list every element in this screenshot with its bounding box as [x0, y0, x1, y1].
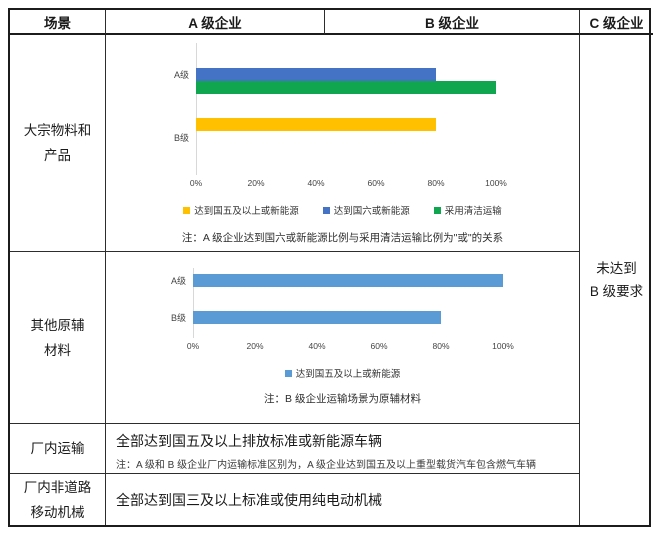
- bar-group: [193, 311, 503, 324]
- row-label-line: 材料: [44, 342, 71, 358]
- legend-swatch-icon: [322, 206, 330, 214]
- c-level-result-line: B 级要求: [589, 284, 644, 299]
- category-band: A级: [106, 55, 496, 94]
- header-a-level: A 级企业: [106, 10, 325, 35]
- category-label: B级: [170, 313, 186, 323]
- category-label: A级: [170, 276, 186, 286]
- legend-item: 采用清洁运输: [433, 203, 502, 217]
- header-b-level: B 级企业: [325, 10, 580, 35]
- cell-c-level-result: 未达到 B 级要求: [580, 35, 653, 525]
- c-level-result-text: 未达到 B 级要求: [590, 257, 643, 303]
- x-tick: 60%: [367, 178, 385, 188]
- enterprise-grade-table: 场景 A 级企业 B 级企业 C 级企业 大宗物料和 产品 A级 B级 0% 20% 4…: [8, 8, 653, 527]
- row-label-other-materials: 其他原辅 材料: [10, 252, 106, 424]
- value-axis-line: [193, 268, 194, 338]
- bar-slot-empty: [196, 144, 496, 157]
- legend-label: 采用清洁运输: [444, 206, 502, 217]
- x-axis: 0% 20% 40% 60% 80% 100%: [187, 341, 514, 354]
- transport-note: 注：A 级和 B 级企业厂内运输标准区别为，A 级企业达到国五及以上重型载货汽车…: [116, 460, 537, 471]
- row-label-plant-transport: 厂内运输: [10, 424, 106, 474]
- value-axis-line: [196, 43, 197, 175]
- category-label: B级: [173, 133, 189, 143]
- x-tick: 100%: [492, 341, 514, 351]
- bar-group: [193, 274, 503, 287]
- machinery-requirement-text: 全部达到国三及以上标准或使用纯电动机械: [116, 491, 382, 508]
- legend-swatch-icon: [183, 206, 191, 214]
- bar: [196, 81, 496, 94]
- row-label-line: 产品: [44, 148, 71, 163]
- legend-swatch-icon: [284, 369, 292, 377]
- row-label-bulk-materials: 大宗物料和 产品: [10, 35, 106, 252]
- cell-offroad-machinery: 全部达到国三及以上标准或使用纯电动机械: [106, 474, 580, 525]
- legend-item: 达到国五及以上或新能源: [284, 366, 401, 380]
- legend-swatch-icon: [433, 206, 441, 214]
- legend-label: 达到国五及以上或新能源: [295, 369, 401, 380]
- row-label-line: 移动机械: [30, 504, 85, 520]
- chart-note: 注：B 级企业运输场景为原辅材料: [264, 393, 421, 405]
- category-band: B级: [106, 118, 496, 157]
- legend-label: 达到国六或新能源: [333, 206, 410, 217]
- legend: 达到国五及以上或新能源 达到国六或新能源 采用清洁运输: [183, 203, 502, 217]
- x-tick: 40%: [308, 341, 326, 351]
- chart-other-materials: A级 B级 0% 20% 40% 60% 80% 100% 达到国五及以上或新能源注：B 级企业…: [106, 252, 579, 406]
- category-band: A级: [106, 274, 503, 287]
- bar-group: [196, 118, 496, 157]
- x-axis: 0% 20% 40% 60% 80% 100%: [190, 178, 507, 191]
- bar-group: [196, 55, 496, 94]
- chart-bulk-materials: A级 B级 0% 20% 40% 60% 80% 100% 达到国五及以上或新能源 达到国六或新能…: [106, 35, 579, 245]
- row-label-line: 其他原辅: [30, 317, 85, 333]
- legend-item: 达到国六或新能源: [322, 203, 410, 217]
- x-tick: 60%: [370, 341, 388, 351]
- row-label-offroad-machinery: 厂内非道路 移动机械: [10, 474, 106, 525]
- header-scene: 场景: [10, 10, 106, 35]
- bar: [196, 68, 436, 81]
- x-tick: 40%: [307, 178, 325, 188]
- x-tick: 0%: [186, 341, 200, 351]
- bar: [196, 118, 436, 131]
- x-tick: 80%: [427, 178, 445, 188]
- cell-plant-transport: 全部达到国五及以上排放标准或新能源车辆 注：A 级和 B 级企业厂内运输标准区别…: [106, 424, 580, 474]
- category-band: B级: [106, 311, 503, 324]
- plot-area: A级 B级: [106, 268, 503, 338]
- row-label-line: 厂内非道路: [23, 479, 92, 495]
- chart-note: 注：A 级企业达到国六或新能源比例与采用清洁运输比例为"或"的关系: [181, 232, 504, 244]
- x-tick: 20%: [247, 178, 265, 188]
- legend-label: 达到国五及以上或新能源: [194, 206, 299, 217]
- x-tick: 100%: [485, 178, 507, 188]
- bar-slot-empty: [196, 55, 496, 68]
- category-label: A级: [173, 70, 189, 80]
- x-tick: 80%: [432, 341, 450, 351]
- transport-requirement-text: 全部达到国五及以上排放标准或新能源车辆: [116, 433, 382, 449]
- x-tick: 0%: [189, 178, 203, 188]
- legend-item: 达到国五及以上或新能源: [183, 203, 299, 217]
- legend: 达到国五及以上或新能源: [284, 366, 401, 380]
- cell-other-materials-chart: A级 B级 0% 20% 40% 60% 80% 100% 达到国五及以上或新能源注：B 级企业…: [106, 252, 580, 424]
- row-label-line: 厂内运输: [30, 441, 85, 456]
- bar-slot-empty: [196, 131, 496, 144]
- c-level-result-line: 未达到: [596, 261, 637, 276]
- bar: [193, 274, 503, 287]
- row-label-line: 大宗物料和: [23, 123, 92, 138]
- header-c-level: C 级企业: [580, 10, 653, 35]
- bar: [193, 311, 441, 324]
- plot-area: A级 B级: [106, 43, 496, 175]
- x-tick: 20%: [246, 341, 264, 351]
- cell-bulk-materials-chart: A级 B级 0% 20% 40% 60% 80% 100% 达到国五及以上或新能源 达到国六或新能…: [106, 35, 580, 252]
